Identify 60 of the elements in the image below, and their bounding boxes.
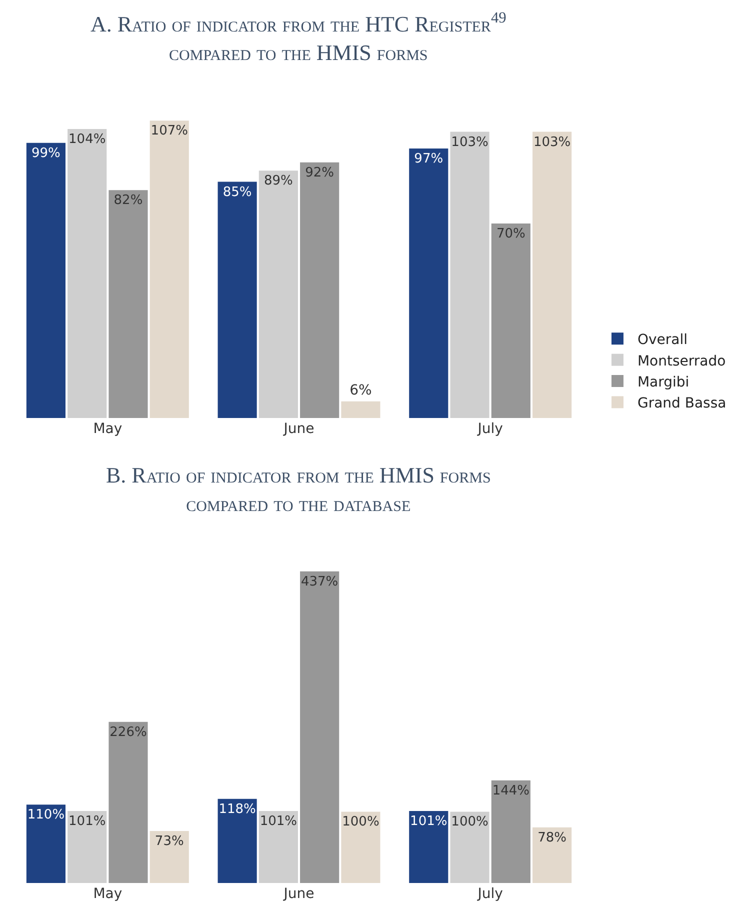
data-label: 78% bbox=[538, 830, 566, 846]
legend-label: Montserrado bbox=[637, 353, 726, 370]
bar bbox=[491, 780, 530, 883]
bar bbox=[218, 798, 257, 883]
data-label: 89% bbox=[264, 174, 293, 189]
legend-label: Overall bbox=[637, 332, 688, 348]
bar bbox=[300, 162, 340, 418]
data-label: 99% bbox=[32, 146, 60, 161]
data-label: 104% bbox=[68, 132, 106, 147]
data-label: 100% bbox=[451, 814, 488, 830]
bar bbox=[532, 827, 572, 883]
bar bbox=[300, 571, 340, 883]
data-label: 101% bbox=[260, 814, 298, 829]
data-label: 437% bbox=[300, 574, 338, 590]
data-label: 6% bbox=[350, 382, 372, 398]
data-label: 118% bbox=[218, 802, 256, 817]
chart-title: A. Ratio of indicator from the HTC Register$^{49}$ compared to the HMIS forms bbox=[90, 9, 506, 66]
chart-title: B. Ratio of indicator from the HMIS forms compared to the database bbox=[106, 462, 491, 516]
bar bbox=[26, 804, 66, 883]
data-label: 85% bbox=[222, 184, 252, 200]
bar bbox=[450, 812, 490, 883]
bar bbox=[68, 128, 107, 418]
bar bbox=[409, 148, 448, 418]
data-label: 101% bbox=[410, 814, 448, 829]
data-label: 226% bbox=[110, 724, 147, 740]
bar bbox=[409, 810, 448, 883]
x-tick-label: May bbox=[93, 886, 122, 902]
legend-label: Grand Bassa bbox=[637, 396, 726, 412]
data-label: 82% bbox=[114, 193, 143, 208]
data-label: 103% bbox=[451, 134, 488, 150]
data-label: 92% bbox=[305, 165, 334, 180]
bar bbox=[108, 722, 148, 883]
bar bbox=[258, 810, 298, 883]
data-label: 101% bbox=[68, 814, 106, 829]
data-label: 144% bbox=[492, 783, 530, 798]
bar bbox=[341, 812, 380, 883]
data-label: 97% bbox=[414, 151, 444, 166]
data-label: 70% bbox=[496, 226, 526, 242]
x-tick-label: May bbox=[93, 421, 122, 437]
bar bbox=[258, 170, 298, 418]
x-tick-label: June bbox=[282, 886, 314, 902]
x-tick-label: June bbox=[282, 421, 314, 437]
bar bbox=[26, 142, 66, 418]
bar bbox=[532, 132, 572, 418]
bar bbox=[491, 223, 530, 418]
data-label: 110% bbox=[27, 808, 65, 823]
data-label: 73% bbox=[154, 834, 184, 849]
bar bbox=[450, 132, 490, 418]
data-label: 103% bbox=[533, 134, 571, 150]
legend-label: Margibi bbox=[637, 374, 690, 390]
x-tick-label: July bbox=[476, 421, 503, 437]
bar bbox=[150, 830, 189, 883]
bar bbox=[68, 810, 107, 883]
bar bbox=[218, 182, 257, 418]
bar bbox=[108, 190, 148, 418]
bar bbox=[341, 401, 380, 418]
data-label: 100% bbox=[342, 814, 380, 830]
data-label: 107% bbox=[150, 124, 188, 139]
bar bbox=[150, 120, 189, 418]
x-tick-label: July bbox=[476, 886, 503, 902]
